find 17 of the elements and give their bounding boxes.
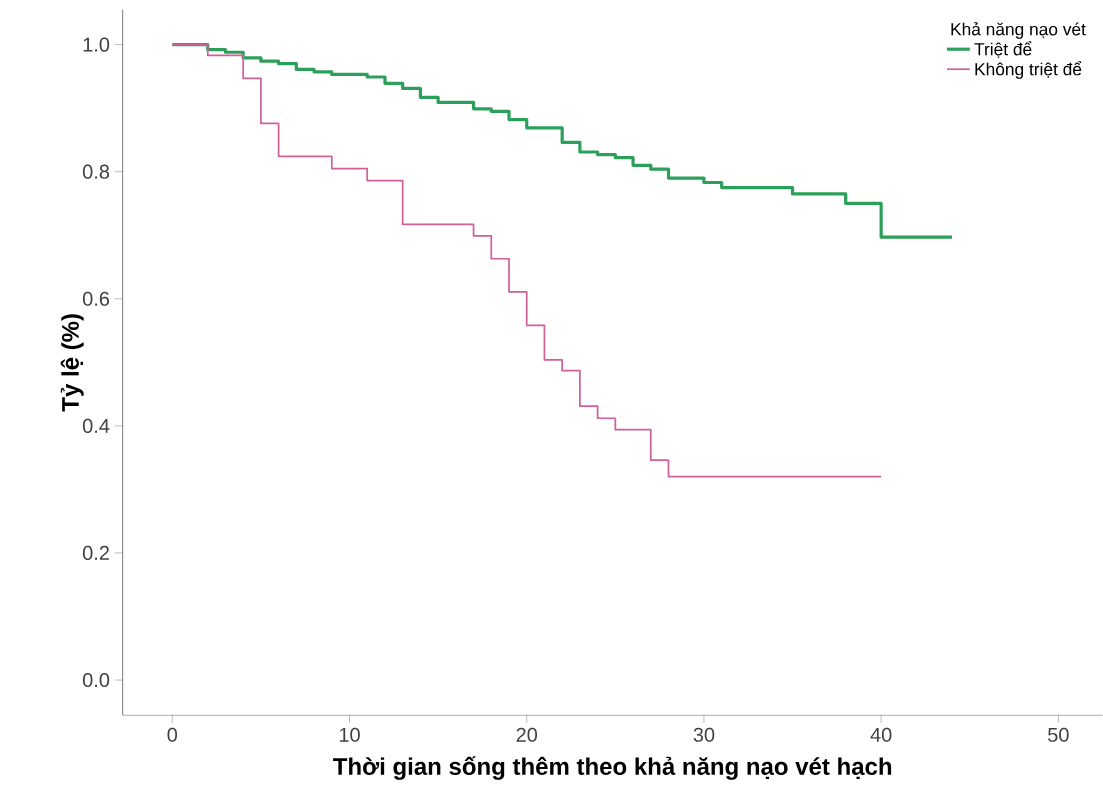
- y-tick-label: 0.6: [82, 291, 110, 306]
- y-tick-label: 0.8: [82, 164, 110, 179]
- x-axis-title: Thời gian sống thêm theo khả năng nạo vét hạch: [333, 756, 892, 780]
- x-tick-label: 10: [339, 727, 360, 742]
- x-tick-label: 50: [1048, 727, 1069, 742]
- y-tick-label: 0.2: [82, 545, 109, 561]
- x-tick-label: 20: [516, 727, 538, 742]
- x-tick-label: 30: [693, 727, 715, 742]
- y-tick-label: 0.0: [82, 672, 110, 688]
- legend-title: Khả năng nạo vét: [951, 22, 1086, 39]
- legend-label: Triệt để: [974, 41, 1032, 58]
- y-axis-title: Tỷ lệ (%): [60, 314, 84, 412]
- y-tick-label: 0.4: [82, 418, 110, 433]
- x-tick-label: 0: [167, 727, 178, 742]
- y-tick-label: 1.0: [83, 37, 110, 52]
- legend-label: Không triệt để: [975, 61, 1082, 79]
- x-tick-label: 40: [870, 727, 892, 742]
